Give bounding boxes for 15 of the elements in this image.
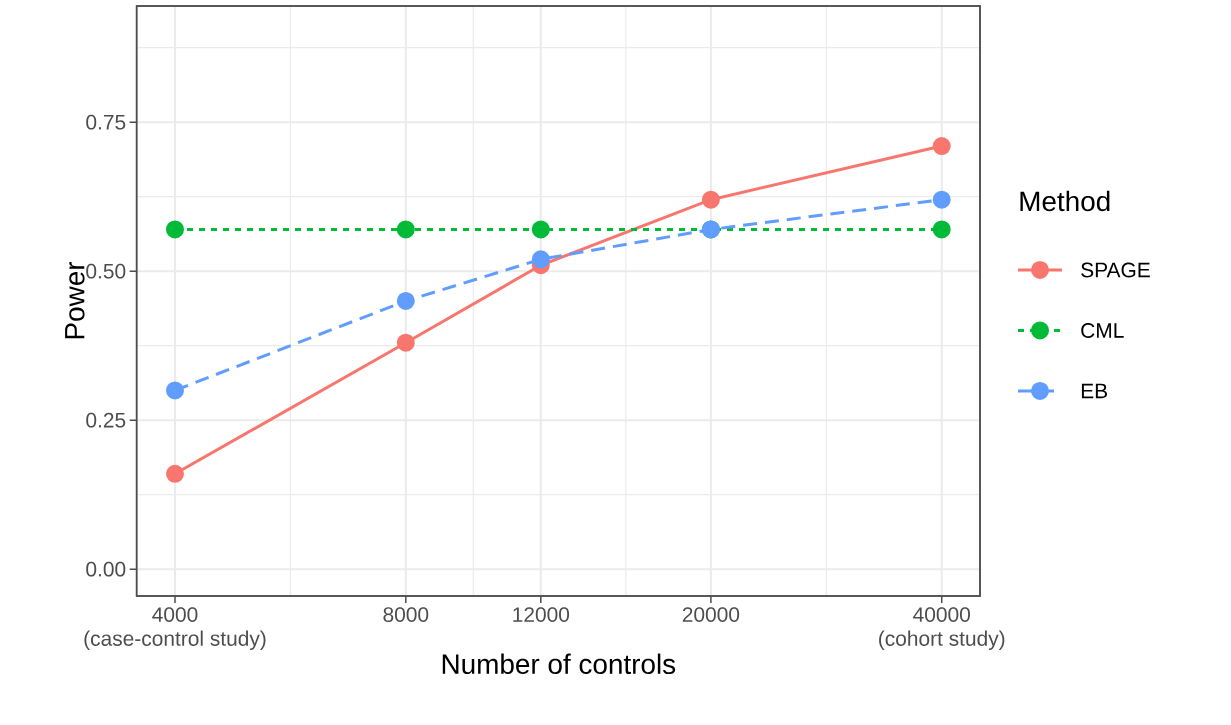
x-tick-label: 4000 (case-control study) [84,607,266,651]
y-tick-label: 0.75 [86,114,126,130]
y-tick-label: 0.25 [86,412,126,428]
y-tick-label: 0.00 [86,561,126,577]
legend-label: SPAGE [1081,262,1150,278]
y-tick-label: 0.50 [86,263,126,279]
x-tick-label: 12000 [513,607,570,622]
x-tick-label: 8000 [383,607,429,622]
y-axis-title: Power [65,261,85,339]
x-axis-title: Number of controls [442,653,676,675]
x-tick-label: 40000 (cohort study) [879,607,1005,651]
legend-label: EB [1081,383,1107,399]
legend-label: CML [1081,323,1124,338]
legend-title: Method [1020,190,1110,212]
x-tick-label: 20000 [682,607,740,622]
